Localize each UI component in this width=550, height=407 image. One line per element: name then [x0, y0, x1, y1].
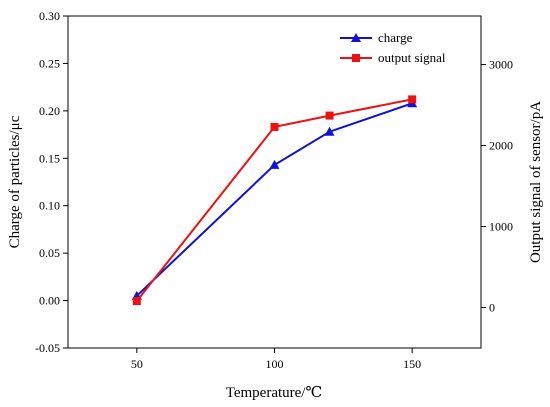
data-point-output-signal [270, 122, 279, 131]
right-y-tick-label: 3000 [489, 58, 513, 72]
x-axis: 50 100 150 [131, 348, 421, 371]
x-axis-title: Temperature/℃ [226, 385, 323, 401]
right-y-tick-label: 2000 [489, 139, 513, 153]
data-point-output-signal [408, 95, 417, 104]
data-point-output-signal [325, 111, 334, 120]
right-y-axis: 0 1000 2000 3000 [481, 58, 513, 315]
right-y-tick-label: 0 [489, 301, 495, 315]
data-point-charge [269, 159, 280, 169]
legend-output-signal-marker [352, 54, 360, 62]
series-line-charge [136, 102, 413, 297]
left-y-tick-label: 0.00 [39, 294, 60, 308]
x-tick-label: 150 [403, 357, 421, 371]
series-layer [131, 95, 418, 306]
left-y-axis-title: Charge of particles/μc [7, 115, 23, 248]
right-y-axis-title: Output signal of sensor/pA [528, 101, 544, 263]
legend-output-signal-label: output signal [378, 50, 446, 65]
legend: charge output signal [340, 30, 446, 65]
data-point-charge [324, 126, 335, 136]
right-y-tick-label: 1000 [489, 220, 513, 234]
left-y-axis: -0.05 0.00 0.05 0.10 0.15 0.20 0.25 0.30 [35, 9, 68, 355]
left-y-tick-label: 0.20 [39, 104, 60, 118]
legend-charge-marker [351, 33, 361, 42]
left-y-tick-label: 0.30 [39, 9, 60, 23]
x-tick-label: 100 [266, 357, 284, 371]
left-y-tick-label: 0.25 [39, 56, 60, 70]
left-y-tick-label: 0.05 [39, 246, 60, 260]
series-line-output-signal [136, 98, 413, 302]
legend-charge-label: charge [378, 30, 413, 45]
left-y-tick-label: 0.10 [39, 199, 60, 213]
data-point-output-signal [132, 297, 141, 306]
left-y-tick-label: -0.05 [35, 341, 60, 355]
x-tick-label: 50 [131, 357, 143, 371]
left-y-tick-label: 0.15 [39, 151, 60, 165]
plot-frame [67, 15, 482, 349]
